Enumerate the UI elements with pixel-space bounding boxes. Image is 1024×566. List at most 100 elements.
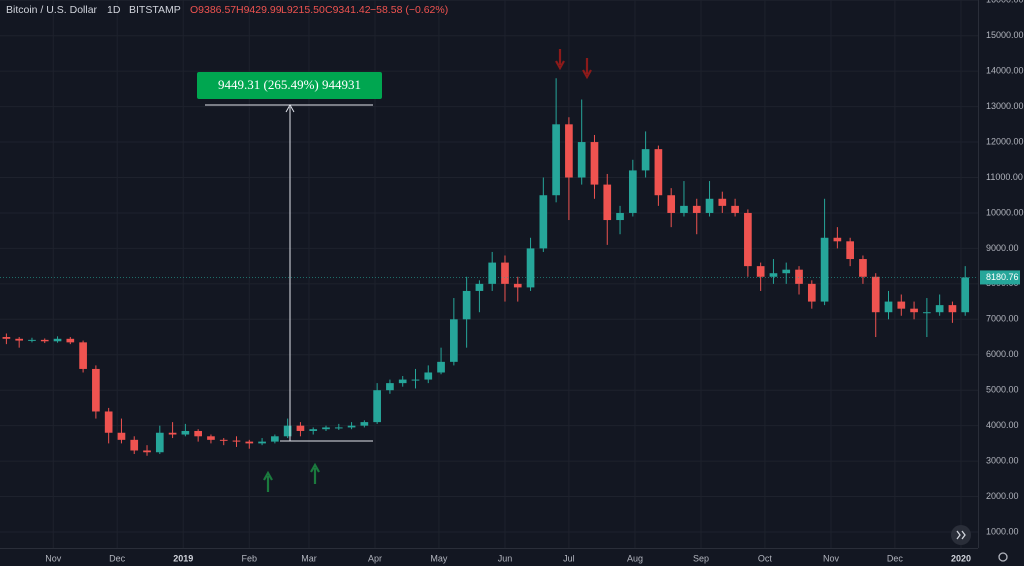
- measure-arrow: [285, 103, 295, 113]
- candle-body: [501, 262, 509, 284]
- candle-body: [322, 427, 330, 430]
- candle-body: [667, 195, 676, 213]
- symbol: Bitcoin / U.S. Dollar: [6, 4, 98, 16]
- candle-body: [104, 411, 113, 433]
- change-value: −58.58 (−0.62%): [370, 4, 448, 16]
- candle-body: [309, 429, 318, 431]
- x-tick-label: Nov: [45, 553, 62, 563]
- grid: [0, 0, 978, 548]
- y-tick-label: 11000.00: [986, 172, 1023, 182]
- candle-body: [130, 439, 139, 451]
- candle-body: [386, 383, 394, 391]
- candle-body: [513, 283, 522, 288]
- sell-arrow: [582, 58, 592, 80]
- candle-body: [207, 436, 215, 440]
- x-tick-label: Jun: [498, 553, 513, 563]
- candle-body: [411, 379, 420, 381]
- candle-body: [347, 425, 356, 428]
- y-tick-label: 16000.00: [986, 0, 1024, 5]
- x-tick-label: Nov: [823, 553, 840, 563]
- x-tick-label: May: [430, 553, 448, 563]
- y-tick-label: 2000.00: [986, 491, 1019, 501]
- scroll-button[interactable]: [951, 525, 971, 545]
- candle-body: [680, 205, 688, 213]
- candle-body: [117, 432, 126, 440]
- candle-body: [846, 241, 854, 260]
- candle-body: [526, 248, 535, 288]
- candle-body: [53, 338, 62, 342]
- candle-body: [475, 283, 484, 291]
- candle-body: [552, 124, 560, 196]
- candle-body: [168, 432, 177, 435]
- y-tick-label: 3000.00: [986, 455, 1019, 465]
- candle-body: [334, 427, 343, 429]
- candle-body: [271, 436, 279, 442]
- measure-label: 9449.31 (265.49%) 944931: [218, 77, 361, 92]
- candle-body: [437, 361, 445, 373]
- candle-body: [705, 198, 714, 213]
- candle-body: [577, 142, 586, 178]
- x-tick-label: Dec: [109, 553, 126, 563]
- scroll-to-end[interactable]: [951, 525, 971, 545]
- candle-body: [641, 149, 650, 171]
- y-tick-label: 14000.00: [986, 66, 1024, 76]
- settings-button[interactable]: [998, 552, 1008, 562]
- candle-body: [782, 269, 791, 274]
- y-tick-label: 4000.00: [986, 420, 1019, 430]
- open-value: O9386.57: [190, 4, 236, 16]
- x-tick-label: Oct: [758, 553, 773, 563]
- y-tick-label: 1000.00: [986, 526, 1019, 536]
- candle-body: [258, 441, 266, 444]
- settings-icon[interactable]: [998, 552, 1008, 562]
- buy-arrow: [310, 462, 320, 484]
- measure-tool: 9449.31 (265.49%) 944931: [197, 72, 382, 442]
- candle-body: [692, 205, 701, 213]
- measure-box: [197, 72, 382, 99]
- scroll-icon: [956, 530, 966, 540]
- candle-body: [219, 439, 228, 441]
- high-value: H9429.99: [236, 4, 282, 16]
- legend: Bitcoin / U.S. Dollar 1D BITSTAMP O9386.…: [6, 4, 448, 16]
- candle-body: [15, 338, 24, 341]
- candle-body: [910, 308, 918, 313]
- candle-body: [744, 212, 752, 267]
- y-tick-label: 6000.00: [986, 349, 1019, 359]
- candle-body: [884, 301, 893, 313]
- y-tick-label: 9000.00: [986, 243, 1019, 253]
- sell-arrow: [555, 49, 565, 71]
- y-tick-label: 13000.00: [986, 101, 1024, 111]
- y-tick-label: 15000.00: [986, 30, 1024, 40]
- y-tick-label: 7000.00: [986, 314, 1019, 324]
- candle-body: [756, 266, 765, 277]
- candle-body: [398, 379, 407, 384]
- interval: 1D: [107, 4, 121, 16]
- candle-body: [628, 170, 637, 213]
- candle-body: [283, 425, 292, 437]
- candle-body: [450, 319, 458, 362]
- y-tick-label: 12000.00: [986, 136, 1024, 146]
- candle-body: [424, 372, 433, 380]
- candle-body: [539, 195, 548, 249]
- candle-body: [654, 149, 663, 196]
- candle-body: [769, 273, 778, 277]
- candle-body: [616, 212, 624, 221]
- close-value: C9341.42: [325, 4, 371, 16]
- candle-body: [731, 205, 739, 213]
- candle-body: [795, 269, 803, 284]
- candle-body: [360, 422, 369, 426]
- candle-body: [590, 142, 599, 185]
- last-price-label: 8180.76: [986, 272, 1019, 282]
- candle-body: [807, 283, 816, 302]
- last-price-box: [980, 270, 1020, 285]
- x-tick-label: Mar: [301, 553, 317, 563]
- y-tick-label: 10000.00: [986, 207, 1024, 217]
- x-tick-label: Dec: [887, 553, 904, 563]
- candle-body: [79, 342, 87, 369]
- x-tick-label: 2019: [173, 553, 193, 563]
- candle-body: [833, 237, 842, 242]
- candle-body: [462, 290, 471, 320]
- candle-body: [232, 440, 241, 442]
- candle-body: [603, 184, 612, 221]
